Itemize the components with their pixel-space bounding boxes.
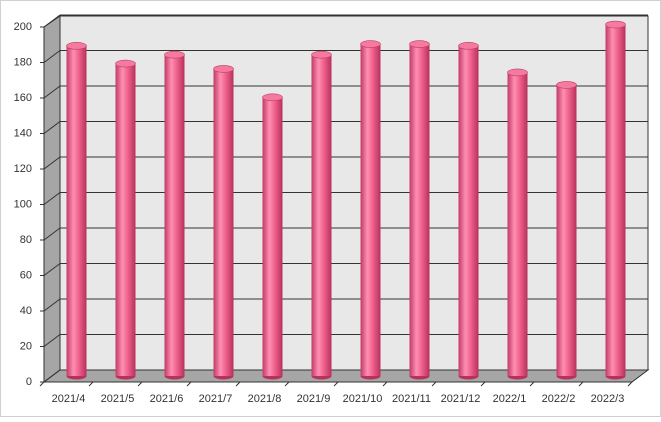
x-tick-label: 2021/9 [297, 393, 331, 405]
bar-part [458, 42, 479, 50]
bar [262, 93, 283, 380]
bar-part [311, 50, 332, 59]
x-tick-label: 2021/5 [101, 393, 135, 405]
y-tick-label: 40 [20, 305, 32, 317]
grid-line [43, 156, 61, 170]
bar [311, 50, 332, 380]
bar-part [556, 84, 577, 377]
x-tick [137, 381, 143, 387]
x-tick-label: 2022/3 [591, 393, 625, 405]
x-tick-label: 2021/11 [392, 393, 431, 405]
x-tick-label: 2021/12 [441, 393, 481, 405]
y-tick-label: 80 [20, 234, 32, 246]
bar [458, 42, 479, 380]
bar-part [311, 54, 332, 376]
bar-part [164, 50, 185, 59]
bar [66, 42, 87, 380]
grid-line [43, 14, 61, 28]
bar [115, 59, 136, 380]
grid-line [43, 227, 61, 241]
x-tick [186, 381, 192, 387]
x-tick-label: 2021/4 [52, 393, 86, 405]
y-tick-label: 0 [26, 376, 32, 388]
bar-part [360, 44, 381, 376]
x-tick [284, 381, 290, 387]
grid-line [43, 121, 61, 134]
bar-part [213, 65, 234, 73]
bar [507, 68, 528, 380]
y-tick-label: 180 [14, 56, 32, 68]
y-tick-label: 60 [20, 269, 32, 281]
bar [213, 65, 234, 380]
bar-part [115, 59, 136, 68]
x-tick-label: 2022/1 [493, 393, 527, 405]
bar-part [507, 72, 528, 376]
grid-line [43, 369, 61, 383]
bar-part [409, 40, 430, 48]
bar-part [262, 97, 283, 376]
grid-line [43, 192, 61, 205]
x-tick [578, 381, 584, 387]
y-tick-label: 200 [14, 21, 32, 33]
x-tick-label: 2022/2 [542, 393, 576, 405]
x-tick [431, 381, 437, 387]
x-tick [627, 381, 633, 387]
bar [409, 40, 430, 380]
x-tick [333, 381, 339, 387]
bar-part [213, 68, 234, 377]
bar-part [458, 45, 479, 376]
x-tick [480, 381, 486, 387]
bar-part [360, 40, 381, 48]
bar-part [115, 63, 136, 376]
bar-part [409, 44, 430, 376]
x-tick-label: 2021/6 [150, 393, 184, 405]
x-tick [39, 381, 45, 387]
y-tick-label: 120 [14, 163, 32, 175]
x-tick-label: 2021/10 [343, 393, 383, 405]
x-tick-label: 2021/7 [199, 393, 233, 405]
bar [360, 40, 381, 380]
x-tick [382, 381, 388, 387]
bar-part [605, 20, 626, 29]
grid-line [43, 334, 61, 347]
y-tick-label: 20 [20, 340, 32, 352]
bar [164, 50, 185, 380]
x-tick [235, 381, 241, 387]
grid-line [43, 263, 61, 276]
bar-part [262, 93, 283, 102]
grid-line [43, 85, 61, 99]
y-tick-label: 100 [14, 198, 32, 210]
bar-part [605, 24, 626, 377]
bar [605, 20, 626, 380]
x-tick [529, 381, 535, 387]
bar-part [164, 54, 185, 376]
bar-part [66, 45, 87, 376]
grid-line [43, 50, 61, 63]
y-tick-label: 160 [14, 92, 32, 104]
bar-part [66, 42, 87, 50]
x-tick-label: 2021/8 [248, 393, 282, 405]
grid-line [43, 298, 61, 312]
y-tick-label: 140 [14, 127, 32, 139]
bar [556, 81, 577, 380]
bar-part [556, 81, 577, 89]
bar-part [507, 68, 528, 77]
x-tick [88, 381, 94, 387]
